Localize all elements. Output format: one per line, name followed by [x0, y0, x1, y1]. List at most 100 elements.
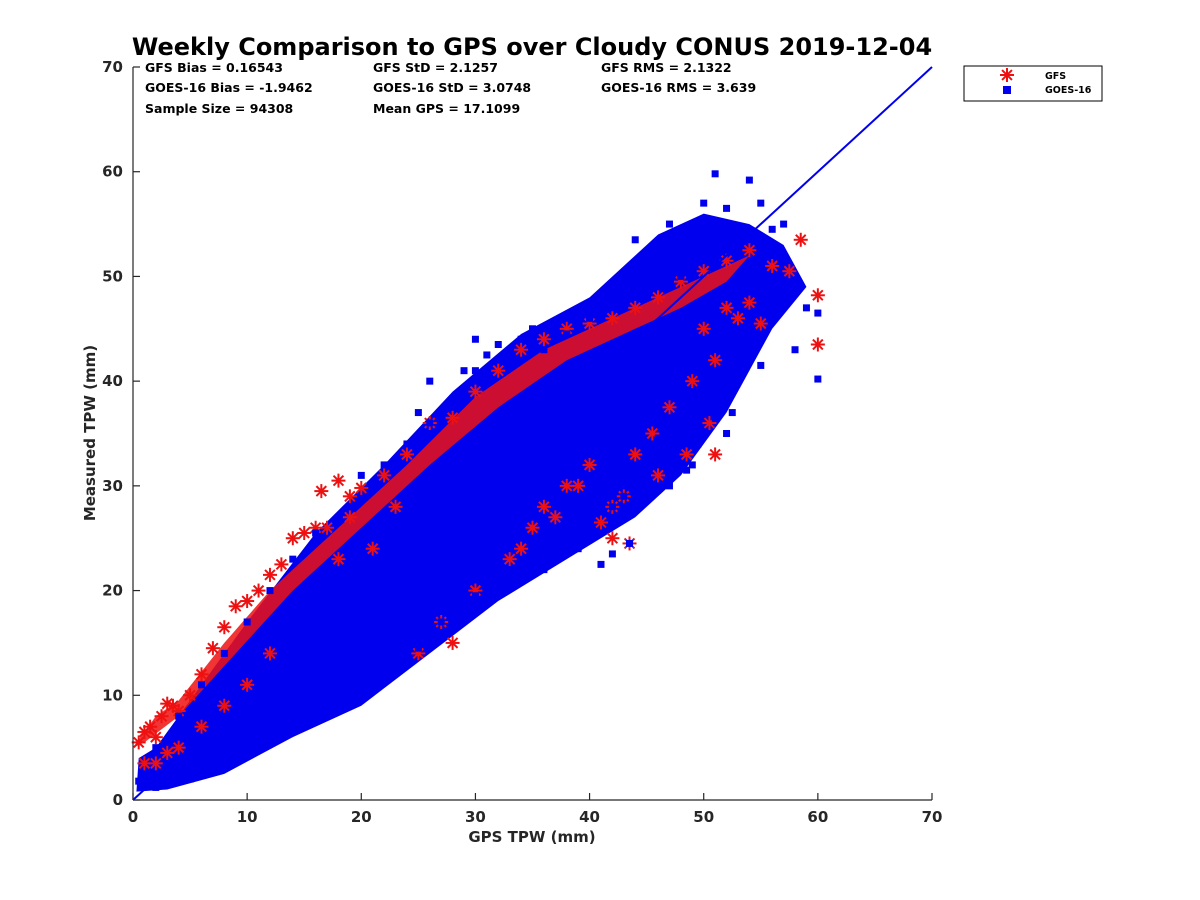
- gfs-point: [143, 719, 158, 734]
- gfs-point: [765, 258, 780, 273]
- gfs-point: [719, 300, 734, 315]
- goes16-point: [757, 241, 765, 249]
- gfs-point: [354, 480, 369, 495]
- gfs-point: [742, 243, 757, 258]
- goes16-point: [626, 539, 634, 547]
- goes16-point: [255, 744, 263, 752]
- goes16-point: [449, 602, 457, 610]
- plot-area: [131, 66, 933, 801]
- gfs-point: [536, 332, 551, 347]
- goes16-point: [506, 566, 514, 574]
- goes16-point: [723, 204, 731, 212]
- goes16-point: [677, 272, 685, 280]
- goes16-point: [380, 665, 388, 673]
- gfs-point: [525, 520, 540, 535]
- goes16-point: [529, 325, 536, 333]
- goes16-point: [802, 304, 810, 312]
- chart-title: Weekly Comparison to GPS over Cloudy CON…: [132, 33, 932, 61]
- y-tick-label: 70: [102, 58, 123, 76]
- goes16-point: [426, 419, 434, 427]
- goes16-point: [631, 471, 639, 479]
- goes16-point: [437, 618, 445, 626]
- goes16-point: [471, 335, 479, 343]
- gfs-point: [651, 290, 666, 305]
- x-tick-label: 0: [128, 808, 138, 826]
- legend-box: [963, 65, 1103, 102]
- goes16-point: [620, 492, 628, 500]
- goes16-point: [728, 409, 736, 417]
- goes16-density-cloud: [136, 213, 807, 792]
- gfs-point: [793, 232, 808, 247]
- legend-gfs-marker: [1000, 68, 1014, 82]
- gfs-point: [262, 646, 277, 661]
- goes16-point: [357, 471, 365, 479]
- goes16-point: [694, 440, 702, 448]
- goes16-point: [483, 351, 491, 359]
- y-axis-label: Measured TPW (mm): [81, 345, 99, 521]
- gfs-point: [297, 525, 312, 540]
- gfs-point: [148, 730, 163, 745]
- gfs-point: [742, 295, 757, 310]
- goes16-point: [152, 783, 160, 791]
- goes16-point: [665, 220, 673, 228]
- gfs-point: [205, 641, 220, 656]
- goes16-point: [551, 534, 559, 542]
- goes16-point: [243, 618, 251, 626]
- goes16-point: [608, 503, 616, 511]
- y-tick-label: 30: [102, 477, 123, 495]
- gfs-point: [753, 316, 768, 331]
- gfs-point: [342, 489, 357, 504]
- stat-1-2: GOES-16 RMS = 3.639: [601, 80, 756, 95]
- goes16-point: [209, 765, 217, 773]
- goes16-point: [380, 461, 388, 469]
- gfs-points: [131, 232, 825, 771]
- goes16-point: [449, 398, 457, 406]
- goes16-point: [289, 555, 297, 563]
- gfs-point: [377, 468, 392, 483]
- y-axis-ticks: 0 10 20 30 40 50 60 70: [102, 58, 140, 809]
- goes16-point: [494, 340, 502, 348]
- x-tick-label: 30: [465, 808, 486, 826]
- goes16-point: [814, 309, 822, 317]
- gfs-point: [445, 410, 460, 425]
- axes: 0 10 20 30 40 50 60 70 0 10 20 30 40 50 60 70: [102, 58, 942, 826]
- gfs-point: [171, 740, 186, 755]
- goes16-point: [220, 649, 228, 657]
- goes16-point: [734, 251, 742, 259]
- gfs-point: [696, 321, 711, 336]
- goes16-point: [140, 780, 148, 788]
- goes16-point: [186, 775, 194, 783]
- goes16-point: [745, 176, 753, 184]
- gfs-point: [251, 583, 266, 598]
- goes16-point: [334, 513, 342, 521]
- stats-block: GFS Bias = 0.16543 GFS StD = 2.1257 GFS RM…: [145, 60, 756, 116]
- gfs-point: [285, 531, 300, 546]
- goes16-point: [608, 550, 616, 558]
- gfs-point: [708, 353, 723, 368]
- goes16-point: [460, 367, 468, 375]
- goes16-point: [757, 361, 765, 369]
- stat-0-1: GFS StD = 2.1257: [373, 60, 498, 75]
- gfs-point: [628, 300, 643, 315]
- gfs-point: [240, 594, 255, 609]
- goes16-point: [529, 545, 536, 553]
- y-tick-label: 20: [102, 582, 123, 600]
- y-tick-label: 10: [102, 686, 123, 704]
- gfs-point: [708, 447, 723, 462]
- goes16-point: [643, 257, 651, 265]
- goes16-point: [688, 241, 696, 249]
- goes16-point: [654, 435, 662, 443]
- gfs-point: [502, 552, 517, 567]
- gfs-point: [331, 473, 346, 488]
- gfs-point: [605, 531, 620, 546]
- gfs-point: [137, 756, 152, 771]
- goes16-point: [683, 466, 691, 474]
- gfs-point: [160, 745, 175, 760]
- goes16-point: [540, 566, 548, 574]
- goes16-point: [517, 335, 525, 343]
- gfs-point: [365, 541, 380, 556]
- x-tick-label: 40: [579, 808, 600, 826]
- gfs-point: [468, 384, 483, 399]
- goes16-point: [574, 545, 582, 553]
